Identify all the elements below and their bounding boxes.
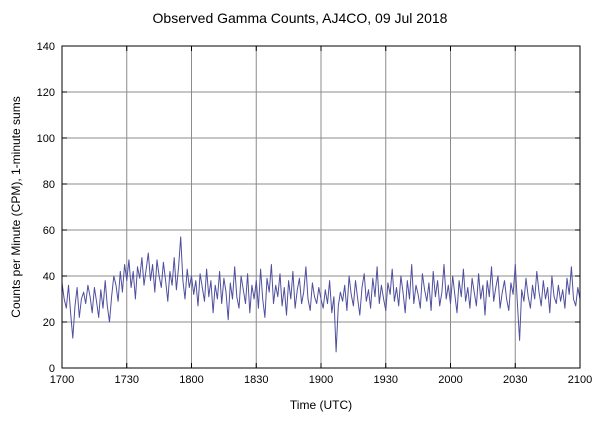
x-tick-label: 2100 — [568, 374, 592, 386]
y-tick-label: 40 — [43, 271, 55, 283]
x-tick-label: 2000 — [438, 374, 462, 386]
y-tick-label: 0 — [49, 363, 55, 375]
x-tick-label: 1700 — [50, 374, 74, 386]
x-tick-label: 1930 — [374, 374, 398, 386]
y-axis-label: Counts per Minute (CPM), 1-minute sums — [9, 96, 23, 318]
chart-title: Observed Gamma Counts, AJ4CO, 09 Jul 201… — [152, 10, 448, 26]
x-tick-label: 2030 — [503, 374, 527, 386]
y-tick-label: 140 — [37, 41, 55, 53]
y-tick-label: 20 — [43, 317, 55, 329]
gamma-counts-line — [61, 236, 581, 353]
y-tick-label: 120 — [37, 87, 55, 99]
x-tick-label: 1730 — [115, 374, 139, 386]
x-tick-label: 1800 — [179, 374, 203, 386]
y-tick-label: 60 — [43, 225, 55, 237]
x-tick-label: 1900 — [309, 374, 333, 386]
x-axis-label: Time (UTC) — [289, 398, 353, 412]
y-tick-label: 80 — [43, 179, 55, 191]
y-tick-label: 100 — [37, 133, 55, 145]
x-tick-label: 1830 — [244, 374, 268, 386]
